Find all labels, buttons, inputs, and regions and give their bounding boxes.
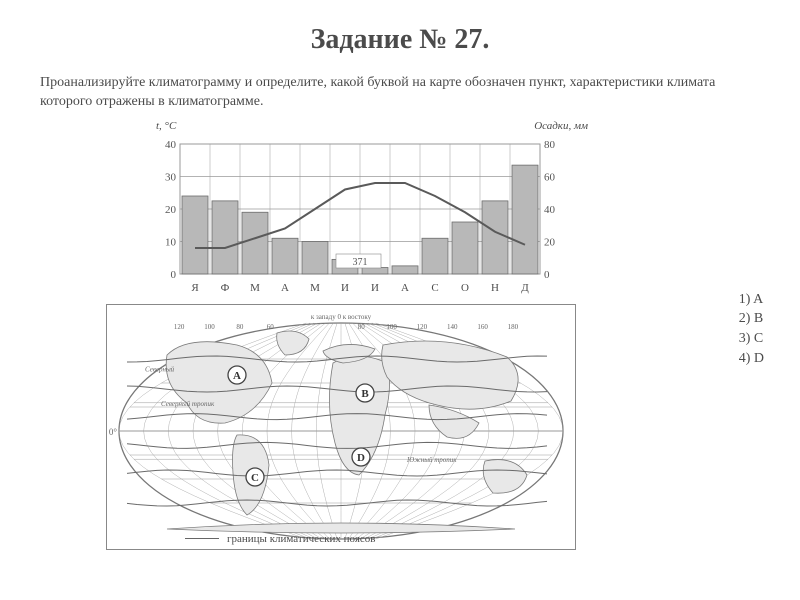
answer-options: 1) A2) B3) C4) D	[739, 290, 764, 368]
month-label: Я	[180, 282, 210, 294]
legend-line-icon	[185, 538, 219, 539]
y-left-label: t, °C	[156, 120, 176, 132]
map-legend: границы климатических поясов	[185, 533, 375, 545]
svg-text:Северный тропик: Северный тропик	[161, 400, 215, 408]
task-prompt: Проанализируйте климатограмму и определи…	[40, 74, 760, 112]
svg-text:0°: 0°	[109, 427, 118, 437]
svg-text:D: D	[357, 452, 365, 464]
svg-text:80: 80	[236, 323, 244, 331]
legend-text: границы климатических поясов	[227, 533, 375, 545]
svg-text:A: A	[233, 370, 241, 382]
svg-text:120: 120	[174, 323, 185, 331]
world-map-figure: 0° Северный тропик Южный тропик Северный к з…	[106, 304, 576, 550]
svg-text:0: 0	[171, 269, 177, 281]
month-axis: ЯФМАМИИАСОНД	[180, 282, 540, 294]
svg-text:80: 80	[544, 139, 556, 151]
svg-text:140: 140	[447, 323, 458, 331]
month-label: А	[270, 282, 300, 294]
month-label: О	[450, 282, 480, 294]
month-label: М	[300, 282, 330, 294]
svg-text:20: 20	[544, 236, 556, 248]
month-label: И	[360, 282, 390, 294]
svg-text:100: 100	[386, 323, 397, 331]
svg-text:30: 30	[165, 171, 177, 183]
svg-text:80: 80	[358, 323, 366, 331]
climogram-svg: 0 10 20 30 40 0 20 40 60 80 371	[150, 136, 570, 282]
svg-text:Южный тропик: Южный тропик	[406, 456, 457, 464]
svg-text:60: 60	[267, 323, 275, 331]
answer-option: 4) D	[739, 349, 764, 369]
climogram-figure: t, °C Осадки, мм 010203040020406080371 Я…	[150, 122, 570, 294]
svg-text:100: 100	[204, 323, 215, 331]
month-label: И	[330, 282, 360, 294]
svg-text:120: 120	[417, 323, 428, 331]
page-title: Задание № 27.	[40, 24, 760, 56]
answer-option: 2) B	[739, 309, 764, 329]
month-label: Н	[480, 282, 510, 294]
svg-text:C: C	[251, 472, 259, 484]
answer-option: 1) A	[739, 290, 764, 310]
svg-text:B: B	[361, 388, 369, 400]
svg-text:180: 180	[508, 323, 519, 331]
map-svg: 0° Северный тропик Южный тропик Северный к з…	[107, 305, 575, 549]
y-right-label: Осадки, мм	[534, 120, 588, 132]
month-label: Д	[510, 282, 540, 294]
month-label: С	[420, 282, 450, 294]
answer-option: 3) C	[739, 329, 764, 349]
svg-text:371: 371	[353, 257, 368, 268]
figures: t, °C Осадки, мм 0 10 20 30 40 0 20 40 60 80 371 Я…	[40, 122, 760, 550]
svg-text:10: 10	[165, 236, 177, 248]
svg-text:160: 160	[477, 323, 488, 331]
svg-text:40: 40	[544, 204, 556, 216]
month-label: М	[240, 282, 270, 294]
svg-text:60: 60	[544, 171, 556, 183]
svg-text:40: 40	[165, 139, 177, 151]
month-label: Ф	[210, 282, 240, 294]
svg-text:20: 20	[165, 204, 177, 216]
svg-text:к западу 0 к востоку: к западу 0 к востоку	[311, 313, 372, 321]
svg-text:Северный: Северный	[145, 365, 175, 373]
month-label: А	[390, 282, 420, 294]
svg-text:0: 0	[544, 269, 550, 281]
